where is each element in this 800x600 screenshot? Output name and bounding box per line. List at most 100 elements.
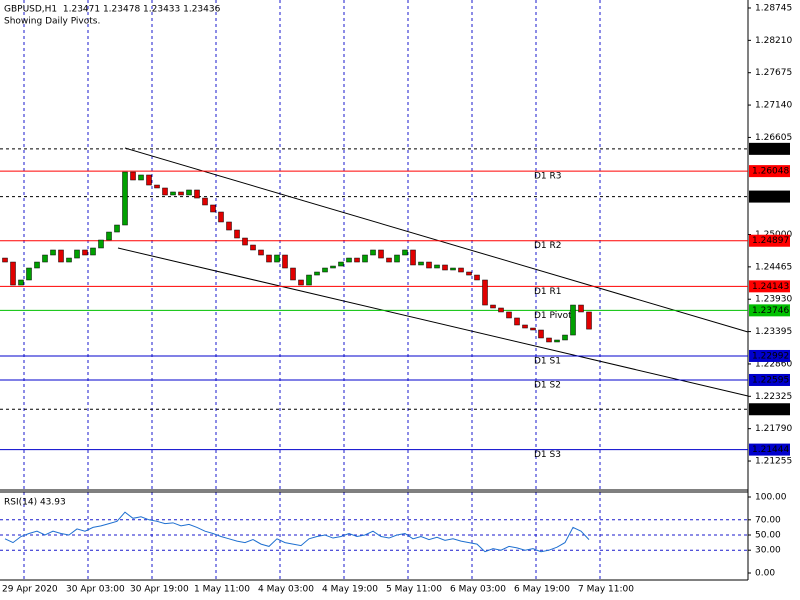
x-tick-label: 7 May 11:00 (578, 585, 634, 595)
candle-body (474, 274, 480, 281)
candle-body (354, 257, 360, 263)
x-tick-label: 29 Apr 2020 (2, 585, 58, 595)
candle-body (546, 337, 552, 343)
x-tick-label: 6 May 03:00 (450, 585, 506, 595)
x-tick-label: 4 May 19:00 (322, 585, 378, 595)
price-tag (749, 142, 790, 155)
candle-body (298, 279, 304, 286)
y-tick-label: 1.23930 (755, 295, 792, 305)
y-tick-label: 1.21790 (755, 424, 792, 434)
y-tick-label: 1.28210 (755, 36, 792, 46)
price-tag-label: 1.22992 (752, 351, 789, 361)
candle-body (394, 254, 400, 263)
candle-body (586, 311, 592, 330)
candle-body (402, 249, 408, 256)
pivot-label: D1 R2 (534, 241, 562, 251)
x-tick-label: 6 May 19:00 (514, 585, 570, 595)
candle-body (66, 257, 72, 263)
candle-body (306, 274, 312, 286)
x-tick-label: 4 May 03:00 (258, 585, 314, 595)
channel-upper (124, 147, 749, 333)
y-tick-label: 30.00 (755, 546, 781, 556)
price-tag-label: 1.24897 (752, 236, 789, 246)
candle-body (114, 224, 120, 233)
price-tag (749, 234, 790, 247)
y-tick-label: 1.26605 (755, 133, 792, 143)
candle-body (226, 221, 232, 231)
candle-body (490, 304, 496, 309)
pivot-label: D1 Pivot (534, 311, 572, 321)
candle-body (450, 267, 456, 271)
price-tag-label: 1.23746 (752, 306, 789, 316)
y-tick-label: 50.00 (755, 531, 781, 541)
y-tick-label: 1.22860 (755, 359, 792, 369)
candle-body (154, 184, 160, 189)
price-tag (749, 373, 790, 386)
candle-body (10, 261, 16, 286)
candle-body (282, 254, 288, 269)
candle-body (386, 257, 392, 263)
pivot-label: D1 R1 (534, 287, 562, 297)
candle-body (442, 264, 448, 271)
price-tag-label: 1.21444 (752, 445, 789, 455)
candle-body (130, 171, 136, 181)
price-tag-label: 1.22595 (752, 375, 789, 385)
candle-body (146, 174, 152, 186)
candle-body (250, 244, 256, 251)
candle-body (34, 261, 40, 269)
candle-body (122, 171, 128, 226)
candle-body (506, 311, 512, 319)
candle-body (218, 211, 224, 223)
candle-body (314, 271, 320, 276)
y-tick-label: 1.27140 (755, 101, 792, 111)
candle-body (554, 339, 560, 343)
candle-body (362, 254, 368, 263)
candle-body (530, 327, 536, 331)
candle-body (242, 237, 248, 246)
y-tick-label: 1.24465 (755, 262, 792, 272)
candle-body (74, 249, 80, 259)
candle-body (26, 267, 32, 281)
price-tag (749, 280, 790, 293)
candle-body (186, 189, 192, 196)
candle-body (570, 304, 576, 336)
candle-body (98, 239, 104, 249)
y-tick-label: 1.23395 (755, 327, 792, 337)
y-tick-label: 1.27675 (755, 68, 792, 78)
candle-body (82, 249, 88, 256)
price-tag-label: 1.24143 (752, 282, 789, 292)
candle-body (18, 279, 24, 286)
x-tick-label: 5 May 11:00 (386, 585, 442, 595)
candle-body (434, 264, 440, 269)
chart-title: GBPUSD,H1 1.23471 1.23478 1.23433 1.2343… (4, 5, 221, 15)
candle-body (466, 271, 472, 276)
y-tick-label: 100.00 (755, 493, 787, 503)
candle-body (2, 257, 8, 263)
price-tag (749, 443, 790, 456)
candle-body (562, 334, 568, 341)
y-tick-label: 1.22325 (755, 392, 792, 402)
candle-body (202, 197, 208, 206)
candle-body (162, 187, 168, 196)
candle-body (578, 304, 584, 313)
candle-body (50, 249, 56, 256)
candle-body (514, 317, 520, 326)
pivot-label: D1 R3 (534, 172, 562, 182)
x-tick-label: 30 Apr 03:00 (66, 585, 125, 595)
candle-body (138, 174, 144, 181)
price-tag (749, 304, 790, 317)
y-tick-label: 1.21255 (755, 457, 792, 467)
y-tick-label: 0.00 (755, 569, 775, 579)
candle-body (90, 247, 96, 256)
candle-body (378, 249, 384, 259)
candle-body (58, 249, 64, 263)
candle-body (234, 229, 240, 239)
price-tag (749, 349, 790, 362)
price-tag (749, 190, 790, 203)
price-tag-label: 1.26416 (752, 144, 789, 154)
candle-body (418, 261, 424, 266)
candle-body (194, 189, 200, 199)
candle-body (482, 279, 488, 306)
candle-body (258, 249, 264, 256)
price-tag-label: 1.26048 (752, 167, 789, 177)
